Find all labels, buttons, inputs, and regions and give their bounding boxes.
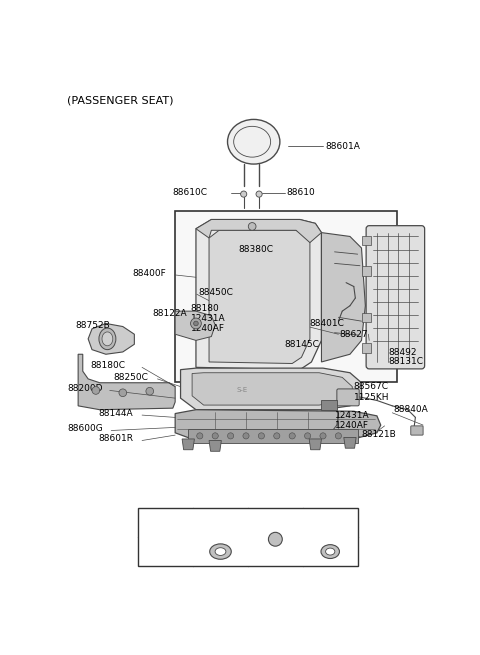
Text: 1140AB: 1140AB: [256, 517, 294, 528]
Ellipse shape: [102, 332, 113, 346]
Circle shape: [92, 386, 100, 394]
Polygon shape: [309, 439, 322, 450]
Circle shape: [274, 433, 280, 439]
Text: 88610: 88610: [286, 188, 315, 197]
Polygon shape: [88, 324, 134, 354]
Ellipse shape: [99, 328, 116, 350]
Ellipse shape: [228, 119, 280, 164]
Polygon shape: [78, 354, 175, 409]
Text: 88122A: 88122A: [152, 309, 187, 318]
Polygon shape: [196, 219, 322, 242]
FancyBboxPatch shape: [366, 226, 425, 369]
Circle shape: [212, 433, 218, 439]
Text: 88601A: 88601A: [325, 142, 360, 151]
Text: 88450C: 88450C: [198, 288, 233, 297]
Circle shape: [228, 433, 234, 439]
Circle shape: [146, 387, 154, 395]
FancyBboxPatch shape: [361, 267, 371, 276]
Polygon shape: [182, 439, 194, 450]
Text: 88610C: 88610C: [172, 188, 207, 197]
Circle shape: [289, 433, 295, 439]
Text: 88627: 88627: [339, 329, 368, 339]
Text: 88400F: 88400F: [132, 269, 166, 278]
FancyBboxPatch shape: [175, 211, 397, 382]
FancyBboxPatch shape: [411, 426, 423, 435]
Polygon shape: [322, 233, 365, 362]
Text: 88250C: 88250C: [114, 373, 148, 382]
FancyBboxPatch shape: [188, 429, 358, 443]
FancyBboxPatch shape: [361, 343, 371, 353]
Ellipse shape: [210, 544, 231, 559]
Text: 88180C: 88180C: [90, 362, 125, 370]
Circle shape: [258, 433, 264, 439]
FancyBboxPatch shape: [361, 236, 371, 245]
Text: 88131C: 88131C: [388, 358, 423, 366]
Polygon shape: [192, 373, 352, 405]
Text: 1240AF: 1240AF: [191, 324, 225, 333]
Circle shape: [240, 191, 247, 197]
Polygon shape: [175, 311, 215, 341]
FancyBboxPatch shape: [361, 312, 371, 322]
Circle shape: [243, 433, 249, 439]
Text: 88600G: 88600G: [67, 424, 103, 434]
Circle shape: [248, 223, 256, 231]
Text: 88380C: 88380C: [238, 245, 273, 254]
Text: 88180: 88180: [191, 303, 219, 312]
Text: 88492: 88492: [388, 348, 417, 357]
Text: S-E: S-E: [237, 388, 248, 394]
FancyBboxPatch shape: [337, 389, 359, 406]
Text: 1249BA: 1249BA: [146, 517, 185, 528]
Text: 88840A: 88840A: [394, 405, 429, 414]
Polygon shape: [209, 231, 310, 364]
Text: 88401C: 88401C: [309, 319, 344, 328]
Text: 88567C: 88567C: [354, 382, 389, 391]
Circle shape: [191, 318, 201, 329]
FancyBboxPatch shape: [322, 400, 337, 409]
Text: 1240AF: 1240AF: [335, 421, 369, 430]
Text: 12431A: 12431A: [335, 411, 369, 421]
Polygon shape: [180, 368, 361, 409]
Text: 1125KH: 1125KH: [354, 393, 389, 402]
Ellipse shape: [215, 548, 226, 555]
Text: 12431A: 12431A: [191, 314, 225, 324]
Polygon shape: [209, 441, 221, 451]
Text: 1339CC: 1339CC: [311, 517, 349, 528]
Polygon shape: [344, 438, 356, 448]
Ellipse shape: [325, 548, 335, 555]
FancyBboxPatch shape: [138, 508, 358, 566]
Text: 88121B: 88121B: [361, 430, 396, 439]
Circle shape: [336, 433, 341, 439]
Circle shape: [119, 389, 127, 397]
Polygon shape: [175, 409, 381, 441]
Text: 88145C: 88145C: [285, 340, 319, 348]
Circle shape: [193, 321, 198, 326]
Circle shape: [320, 433, 326, 439]
Text: (PASSENGER SEAT): (PASSENGER SEAT): [67, 96, 174, 105]
Text: 13395A: 13395A: [202, 517, 239, 528]
Circle shape: [197, 433, 203, 439]
Circle shape: [256, 191, 262, 197]
Text: 88752B: 88752B: [75, 320, 110, 329]
Text: 88601R: 88601R: [98, 434, 133, 443]
Ellipse shape: [321, 545, 339, 559]
Circle shape: [304, 433, 311, 439]
Polygon shape: [196, 219, 322, 369]
Text: 88144A: 88144A: [98, 409, 133, 418]
Text: 88200D: 88200D: [67, 384, 103, 394]
Circle shape: [268, 533, 282, 546]
